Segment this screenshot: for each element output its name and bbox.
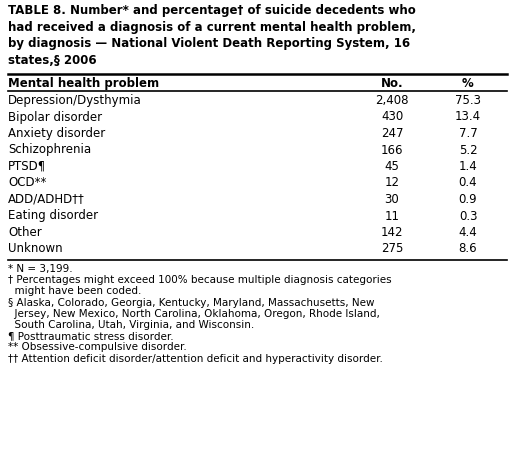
Text: 430: 430	[381, 110, 403, 123]
Text: TABLE 8. Number* and percentage† of suicide decedents who
had received a diagnos: TABLE 8. Number* and percentage† of suic…	[8, 4, 416, 67]
Text: Unknown: Unknown	[8, 242, 63, 255]
Text: ¶ Posttraumatic stress disorder.: ¶ Posttraumatic stress disorder.	[8, 331, 174, 341]
Text: * N = 3,199.: * N = 3,199.	[8, 264, 73, 274]
Text: ADD/ADHD††: ADD/ADHD††	[8, 193, 85, 206]
Text: ** Obsessive-compulsive disorder.: ** Obsessive-compulsive disorder.	[8, 343, 187, 352]
Text: † Percentages might exceed 100% because multiple diagnosis categories: † Percentages might exceed 100% because …	[8, 275, 391, 285]
Text: 2,408: 2,408	[375, 94, 409, 107]
Text: 1.4: 1.4	[459, 160, 477, 173]
Text: 8.6: 8.6	[459, 242, 477, 255]
Text: 75.3: 75.3	[455, 94, 481, 107]
Text: 5.2: 5.2	[459, 144, 477, 157]
Text: 0.9: 0.9	[459, 193, 477, 206]
Text: Anxiety disorder: Anxiety disorder	[8, 127, 105, 140]
Text: South Carolina, Utah, Virginia, and Wisconsin.: South Carolina, Utah, Virginia, and Wisc…	[8, 320, 254, 330]
Text: Depression/Dysthymia: Depression/Dysthymia	[8, 94, 142, 107]
Text: Mental health problem: Mental health problem	[8, 77, 159, 90]
Text: 7.7: 7.7	[459, 127, 477, 140]
Text: OCD**: OCD**	[8, 177, 46, 190]
Text: 0.4: 0.4	[459, 177, 477, 190]
Text: Other: Other	[8, 226, 42, 239]
Text: 4.4: 4.4	[459, 226, 477, 239]
Text: 0.3: 0.3	[459, 210, 477, 222]
Text: 30: 30	[385, 193, 399, 206]
Text: 13.4: 13.4	[455, 110, 481, 123]
Text: %: %	[462, 77, 474, 90]
Text: Eating disorder: Eating disorder	[8, 210, 98, 222]
Text: No.: No.	[381, 77, 403, 90]
Text: § Alaska, Colorado, Georgia, Kentucky, Maryland, Massachusetts, New: § Alaska, Colorado, Georgia, Kentucky, M…	[8, 298, 374, 308]
Text: 45: 45	[385, 160, 400, 173]
Text: 12: 12	[385, 177, 400, 190]
Text: 247: 247	[381, 127, 403, 140]
Text: †† Attention deficit disorder/attention deficit and hyperactivity disorder.: †† Attention deficit disorder/attention …	[8, 354, 383, 363]
Text: might have been coded.: might have been coded.	[8, 287, 142, 296]
Text: Jersey, New Mexico, North Carolina, Oklahoma, Oregon, Rhode Island,: Jersey, New Mexico, North Carolina, Okla…	[8, 309, 380, 319]
Text: Bipolar disorder: Bipolar disorder	[8, 110, 102, 123]
Text: Schizophrenia: Schizophrenia	[8, 144, 91, 157]
Text: 142: 142	[381, 226, 403, 239]
Text: 275: 275	[381, 242, 403, 255]
Text: 11: 11	[385, 210, 400, 222]
Text: PTSD¶: PTSD¶	[8, 160, 46, 173]
Text: 166: 166	[381, 144, 403, 157]
